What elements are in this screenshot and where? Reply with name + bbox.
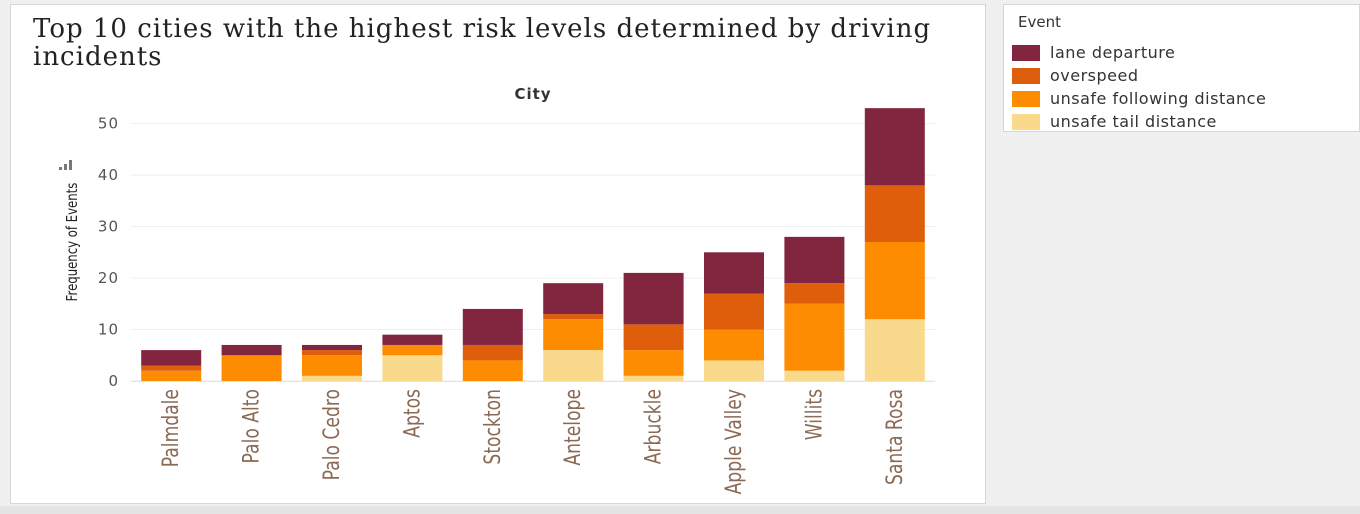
legend-swatch bbox=[1012, 67, 1040, 84]
legend-title: Event bbox=[1018, 13, 1061, 31]
bar-segment-overspeed bbox=[543, 314, 604, 320]
x-tick-label: Willits bbox=[801, 389, 827, 440]
bar-segment-overspeed bbox=[141, 365, 202, 371]
bar-segment-overspeed bbox=[864, 185, 925, 242]
bar-segment-lane-departure bbox=[382, 334, 443, 345]
x-tick-label: Apple Valley bbox=[721, 389, 747, 495]
x-tick-label: Santa Rosa bbox=[882, 389, 908, 485]
legend-item[interactable]: unsafe following distance bbox=[1012, 87, 1266, 110]
legend-swatch bbox=[1012, 113, 1040, 130]
y-tick-label: 50 bbox=[98, 115, 119, 133]
bar-segment-unsafe-tail-distance bbox=[784, 370, 845, 381]
bar-segment-lane-departure bbox=[221, 344, 282, 356]
bar-segment-unsafe-tail-distance bbox=[623, 375, 684, 381]
legend-label: lane departure bbox=[1050, 43, 1176, 62]
bar-segment-lane-departure bbox=[704, 252, 764, 294]
chart-title: Top 10 cities with the highest risk leve… bbox=[33, 14, 932, 72]
x-tick-label: Aptos bbox=[399, 389, 425, 438]
bar-segment-unsafe-following-distance bbox=[302, 355, 362, 376]
x-tick-label: Palo Cedro bbox=[319, 389, 345, 480]
legend-item[interactable]: lane departure bbox=[1012, 41, 1266, 64]
y-tick-label: 30 bbox=[98, 218, 119, 236]
bar-segment-unsafe-following-distance bbox=[623, 350, 684, 376]
bottom-scrollbar[interactable] bbox=[0, 506, 1360, 514]
bar-segment-unsafe-following-distance bbox=[462, 360, 523, 381]
chart-panel: Top 10 cities with the highest risk leve… bbox=[10, 4, 986, 504]
bar-segment-lane-departure bbox=[864, 108, 925, 186]
bar-segment-unsafe-following-distance bbox=[543, 319, 604, 351]
bar-segment-overspeed bbox=[704, 293, 764, 330]
bar-segment-lane-departure bbox=[784, 236, 845, 284]
bar-segment-unsafe-tail-distance bbox=[704, 360, 764, 381]
bar-segment-unsafe-following-distance bbox=[141, 370, 202, 381]
legend-label: unsafe following distance bbox=[1050, 89, 1267, 108]
bar-segment-lane-departure bbox=[302, 344, 362, 351]
bar-segment-unsafe-following-distance bbox=[382, 344, 443, 356]
legend-panel: Event lane departure overspeed unsafe foll… bbox=[1003, 4, 1360, 132]
x-tick-label: Palmdale bbox=[158, 389, 184, 467]
bar-segment-unsafe-tail-distance bbox=[382, 355, 443, 381]
bar-segment-unsafe-following-distance bbox=[864, 242, 925, 320]
x-tick-label: Arbuckle bbox=[641, 389, 667, 464]
y-tick-label: 0 bbox=[108, 372, 119, 390]
legend-item[interactable]: overspeed bbox=[1012, 64, 1266, 87]
x-tick-label: Palo Alto bbox=[239, 389, 265, 464]
bar-segment-unsafe-tail-distance bbox=[864, 319, 925, 381]
legend-item[interactable]: unsafe tail distance bbox=[1012, 110, 1266, 133]
bar-segment-unsafe-tail-distance bbox=[302, 375, 362, 381]
bar-segment-unsafe-tail-distance bbox=[543, 350, 604, 381]
bar-segment-unsafe-following-distance bbox=[221, 355, 282, 381]
legend-label: overspeed bbox=[1050, 66, 1139, 85]
legend-list: lane departure overspeed unsafe following … bbox=[1012, 41, 1266, 133]
bar-segment-unsafe-following-distance bbox=[784, 303, 845, 371]
legend-label: unsafe tail distance bbox=[1050, 112, 1217, 131]
y-tick-label: 40 bbox=[98, 166, 119, 184]
bar-segment-overspeed bbox=[302, 350, 362, 356]
bar-segment-overspeed bbox=[784, 283, 845, 304]
bar-segment-lane-departure bbox=[623, 272, 684, 325]
x-tick-label: Antelope bbox=[560, 389, 586, 466]
legend-swatch bbox=[1012, 44, 1040, 61]
y-tick-label: 20 bbox=[98, 269, 119, 287]
bar-segment-overspeed bbox=[623, 324, 684, 351]
legend-swatch bbox=[1012, 90, 1040, 107]
bar-segment-lane-departure bbox=[462, 308, 523, 345]
y-tick-label: 10 bbox=[98, 321, 119, 339]
bar-segment-lane-departure bbox=[543, 283, 604, 315]
bar-segment-lane-departure bbox=[141, 350, 202, 366]
bar-chart: City 0 10 20 30 40 50 Frequency of Events Palmda… bbox=[59, 85, 935, 495]
x-tick-label: Stockton bbox=[480, 389, 506, 465]
column-header: City bbox=[514, 85, 551, 103]
y-axis-label: Frequency of Events bbox=[65, 183, 82, 302]
bar-chart-icon bbox=[59, 160, 72, 170]
bar-segment-overspeed bbox=[462, 344, 523, 361]
bar-segment-unsafe-following-distance bbox=[704, 329, 764, 361]
